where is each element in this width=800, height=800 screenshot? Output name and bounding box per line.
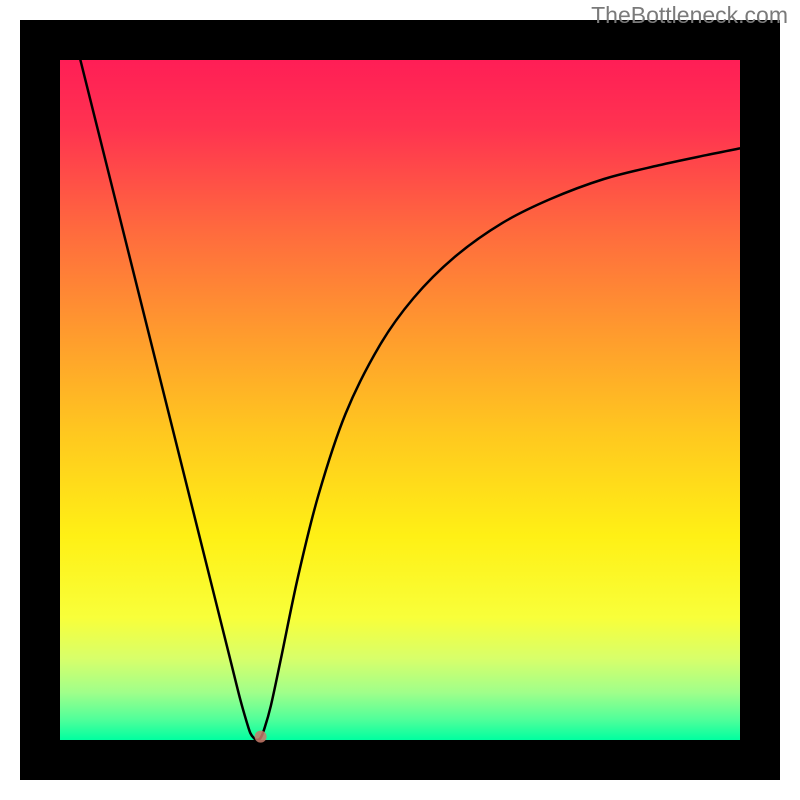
watermark-text: TheBottleneck.com — [591, 2, 788, 29]
chart-svg — [0, 0, 800, 800]
optimum-marker — [255, 731, 267, 743]
plot-background — [60, 60, 740, 740]
bottleneck-chart: TheBottleneck.com — [0, 0, 800, 800]
